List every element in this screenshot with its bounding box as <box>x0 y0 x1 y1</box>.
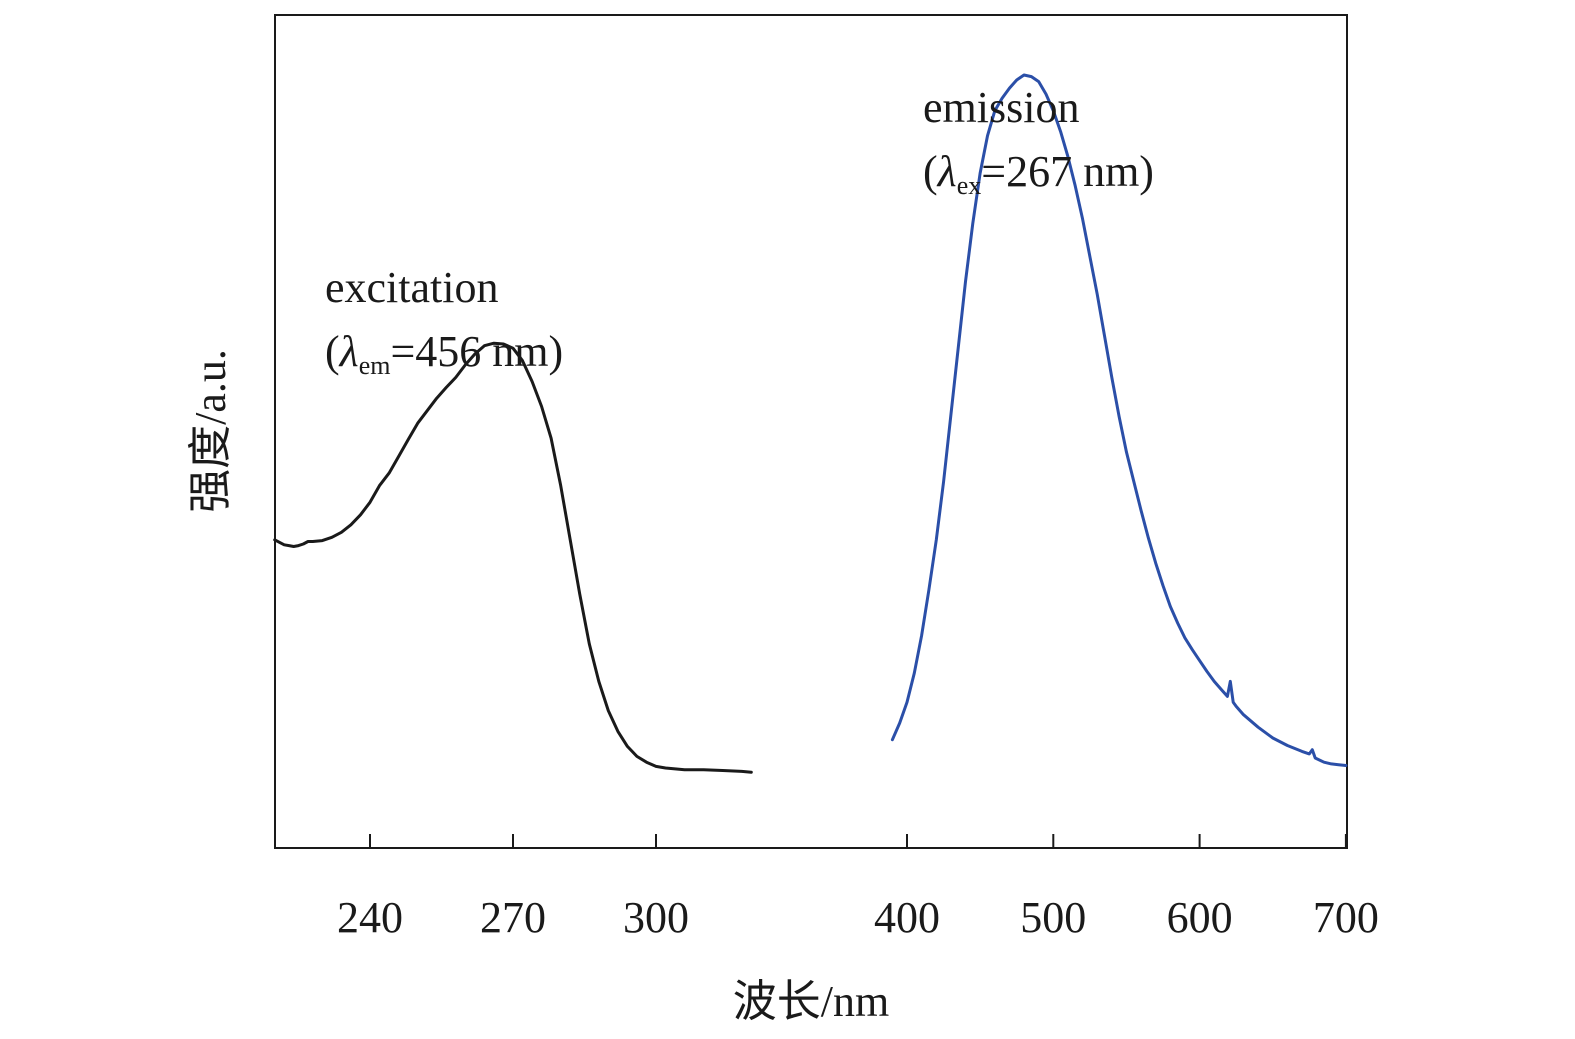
x-tick-label-exc-270: 270 <box>480 893 546 942</box>
y-axis-title: 强度/a.u. <box>186 349 235 513</box>
x-tick-label-em-600: 600 <box>1167 893 1233 942</box>
emission-annotation-suffix: =267 nm) <box>981 147 1154 196</box>
excitation-series-line <box>273 341 753 774</box>
emission-series-line <box>890 73 1348 767</box>
emission-annotation-condition: (λex=267 nm) <box>923 147 1154 200</box>
x-tick-label-em-500: 500 <box>1020 893 1086 942</box>
x-tick-label-exc-240: 240 <box>337 893 403 942</box>
x-tick-label-em-700: 700 <box>1313 893 1379 942</box>
x-tick-label-em-400: 400 <box>874 893 940 942</box>
emission-annotation-title: emission <box>923 83 1079 132</box>
excitation-annotation-prefix: ( <box>325 327 340 376</box>
excitation-annotation-subscript: em <box>359 351 391 380</box>
excitation-annotation-condition: (λem=456 nm) <box>325 327 563 380</box>
plot-frame <box>274 14 1348 849</box>
emission-annotation-lambda: λ <box>936 147 957 196</box>
excitation-annotation-suffix: =456 nm) <box>390 327 563 376</box>
excitation-annotation-title: excitation <box>325 263 499 312</box>
excitation-annotation-lambda: λ <box>338 327 359 376</box>
emission-annotation-prefix: ( <box>923 147 938 196</box>
x-tick-label-exc-300: 300 <box>623 893 689 942</box>
emission-annotation-subscript: ex <box>957 171 982 200</box>
x-axis-title: 波长/nm <box>733 977 889 1026</box>
